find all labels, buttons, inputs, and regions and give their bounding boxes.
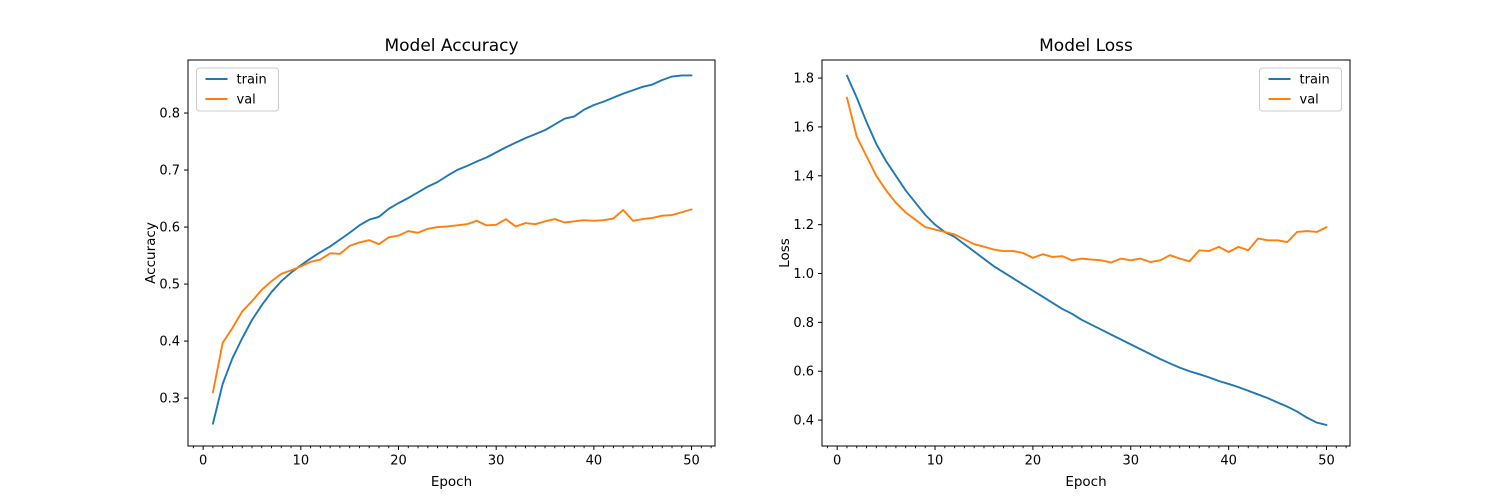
loss-y-tick-label: 1.8 (793, 72, 814, 87)
accuracy-chart-title: Model Accuracy (384, 36, 518, 56)
loss-y-tick-label: 1.6 (793, 120, 814, 135)
loss-x-tick-label: 20 (1025, 454, 1042, 469)
loss-x-tick-label: 0 (833, 454, 841, 469)
accuracy-val-line (211, 208, 693, 394)
accuracy-x-tick-label: 0 (199, 454, 207, 469)
accuracy-y-tick-label: 0.5 (159, 278, 180, 293)
accuracy-y-tick-label: 0.6 (159, 221, 180, 236)
loss-y-tick-label: 0.6 (793, 365, 814, 380)
accuracy-legend-val-label: val (237, 93, 256, 108)
loss-legend: train val (1259, 67, 1342, 112)
loss-y-tick-label: 1.4 (793, 169, 814, 184)
accuracy-x-tick-label: 30 (488, 454, 505, 469)
accuracy-y-tick-label: 0.8 (159, 107, 180, 122)
loss-y-tick-label: 1.0 (793, 267, 814, 282)
accuracy-y-tick-label: 0.7 (159, 164, 180, 179)
accuracy-x-tick-label: 10 (293, 454, 310, 469)
loss-x-axis-label: Epoch (1065, 474, 1106, 490)
accuracy-train-line (211, 74, 693, 425)
accuracy-chart: 0 10 20 30 40 50 0.3 0.4 0.5 0.6 0.7 0.8 Model Accur… (143, 36, 716, 490)
loss-val-line (846, 96, 1328, 264)
accuracy-y-tick-label: 0.4 (159, 335, 180, 350)
loss-x-tick-label: 10 (927, 454, 944, 469)
accuracy-y-tick-label: 0.3 (159, 392, 180, 407)
accuracy-x-tick-label: 50 (683, 454, 700, 469)
accuracy-x-minor-ticks (192, 446, 712, 449)
loss-train-line (846, 74, 1328, 426)
loss-x-tick-label: 30 (1123, 454, 1140, 469)
loss-chart: 0 10 20 30 40 50 0.4 0.6 0.8 1.0 1.2 1.4 1.6 1.8 Model… (777, 36, 1351, 490)
accuracy-legend: train val (196, 67, 279, 112)
loss-legend-val-label: val (1300, 93, 1319, 108)
loss-y-tick-label: 0.8 (793, 316, 814, 331)
loss-x-minor-ticks (826, 446, 1347, 449)
accuracy-y-axis-label: Accuracy (143, 222, 159, 284)
loss-x-tick-label: 40 (1220, 454, 1237, 469)
loss-y-tick-label: 1.2 (793, 218, 814, 233)
loss-chart-title: Model Loss (1039, 36, 1133, 56)
accuracy-x-tick-label: 20 (390, 454, 407, 469)
accuracy-x-axis-label: Epoch (431, 474, 472, 490)
accuracy-legend-train-label: train (237, 73, 267, 88)
loss-axes-frame (821, 59, 1351, 447)
loss-legend-train-label: train (1300, 73, 1330, 88)
loss-x-tick-label: 50 (1318, 454, 1335, 469)
accuracy-x-tick-label: 40 (586, 454, 603, 469)
accuracy-axes-frame (187, 59, 716, 447)
loss-y-tick-label: 0.4 (793, 414, 814, 429)
loss-y-axis-label: Loss (777, 238, 793, 268)
